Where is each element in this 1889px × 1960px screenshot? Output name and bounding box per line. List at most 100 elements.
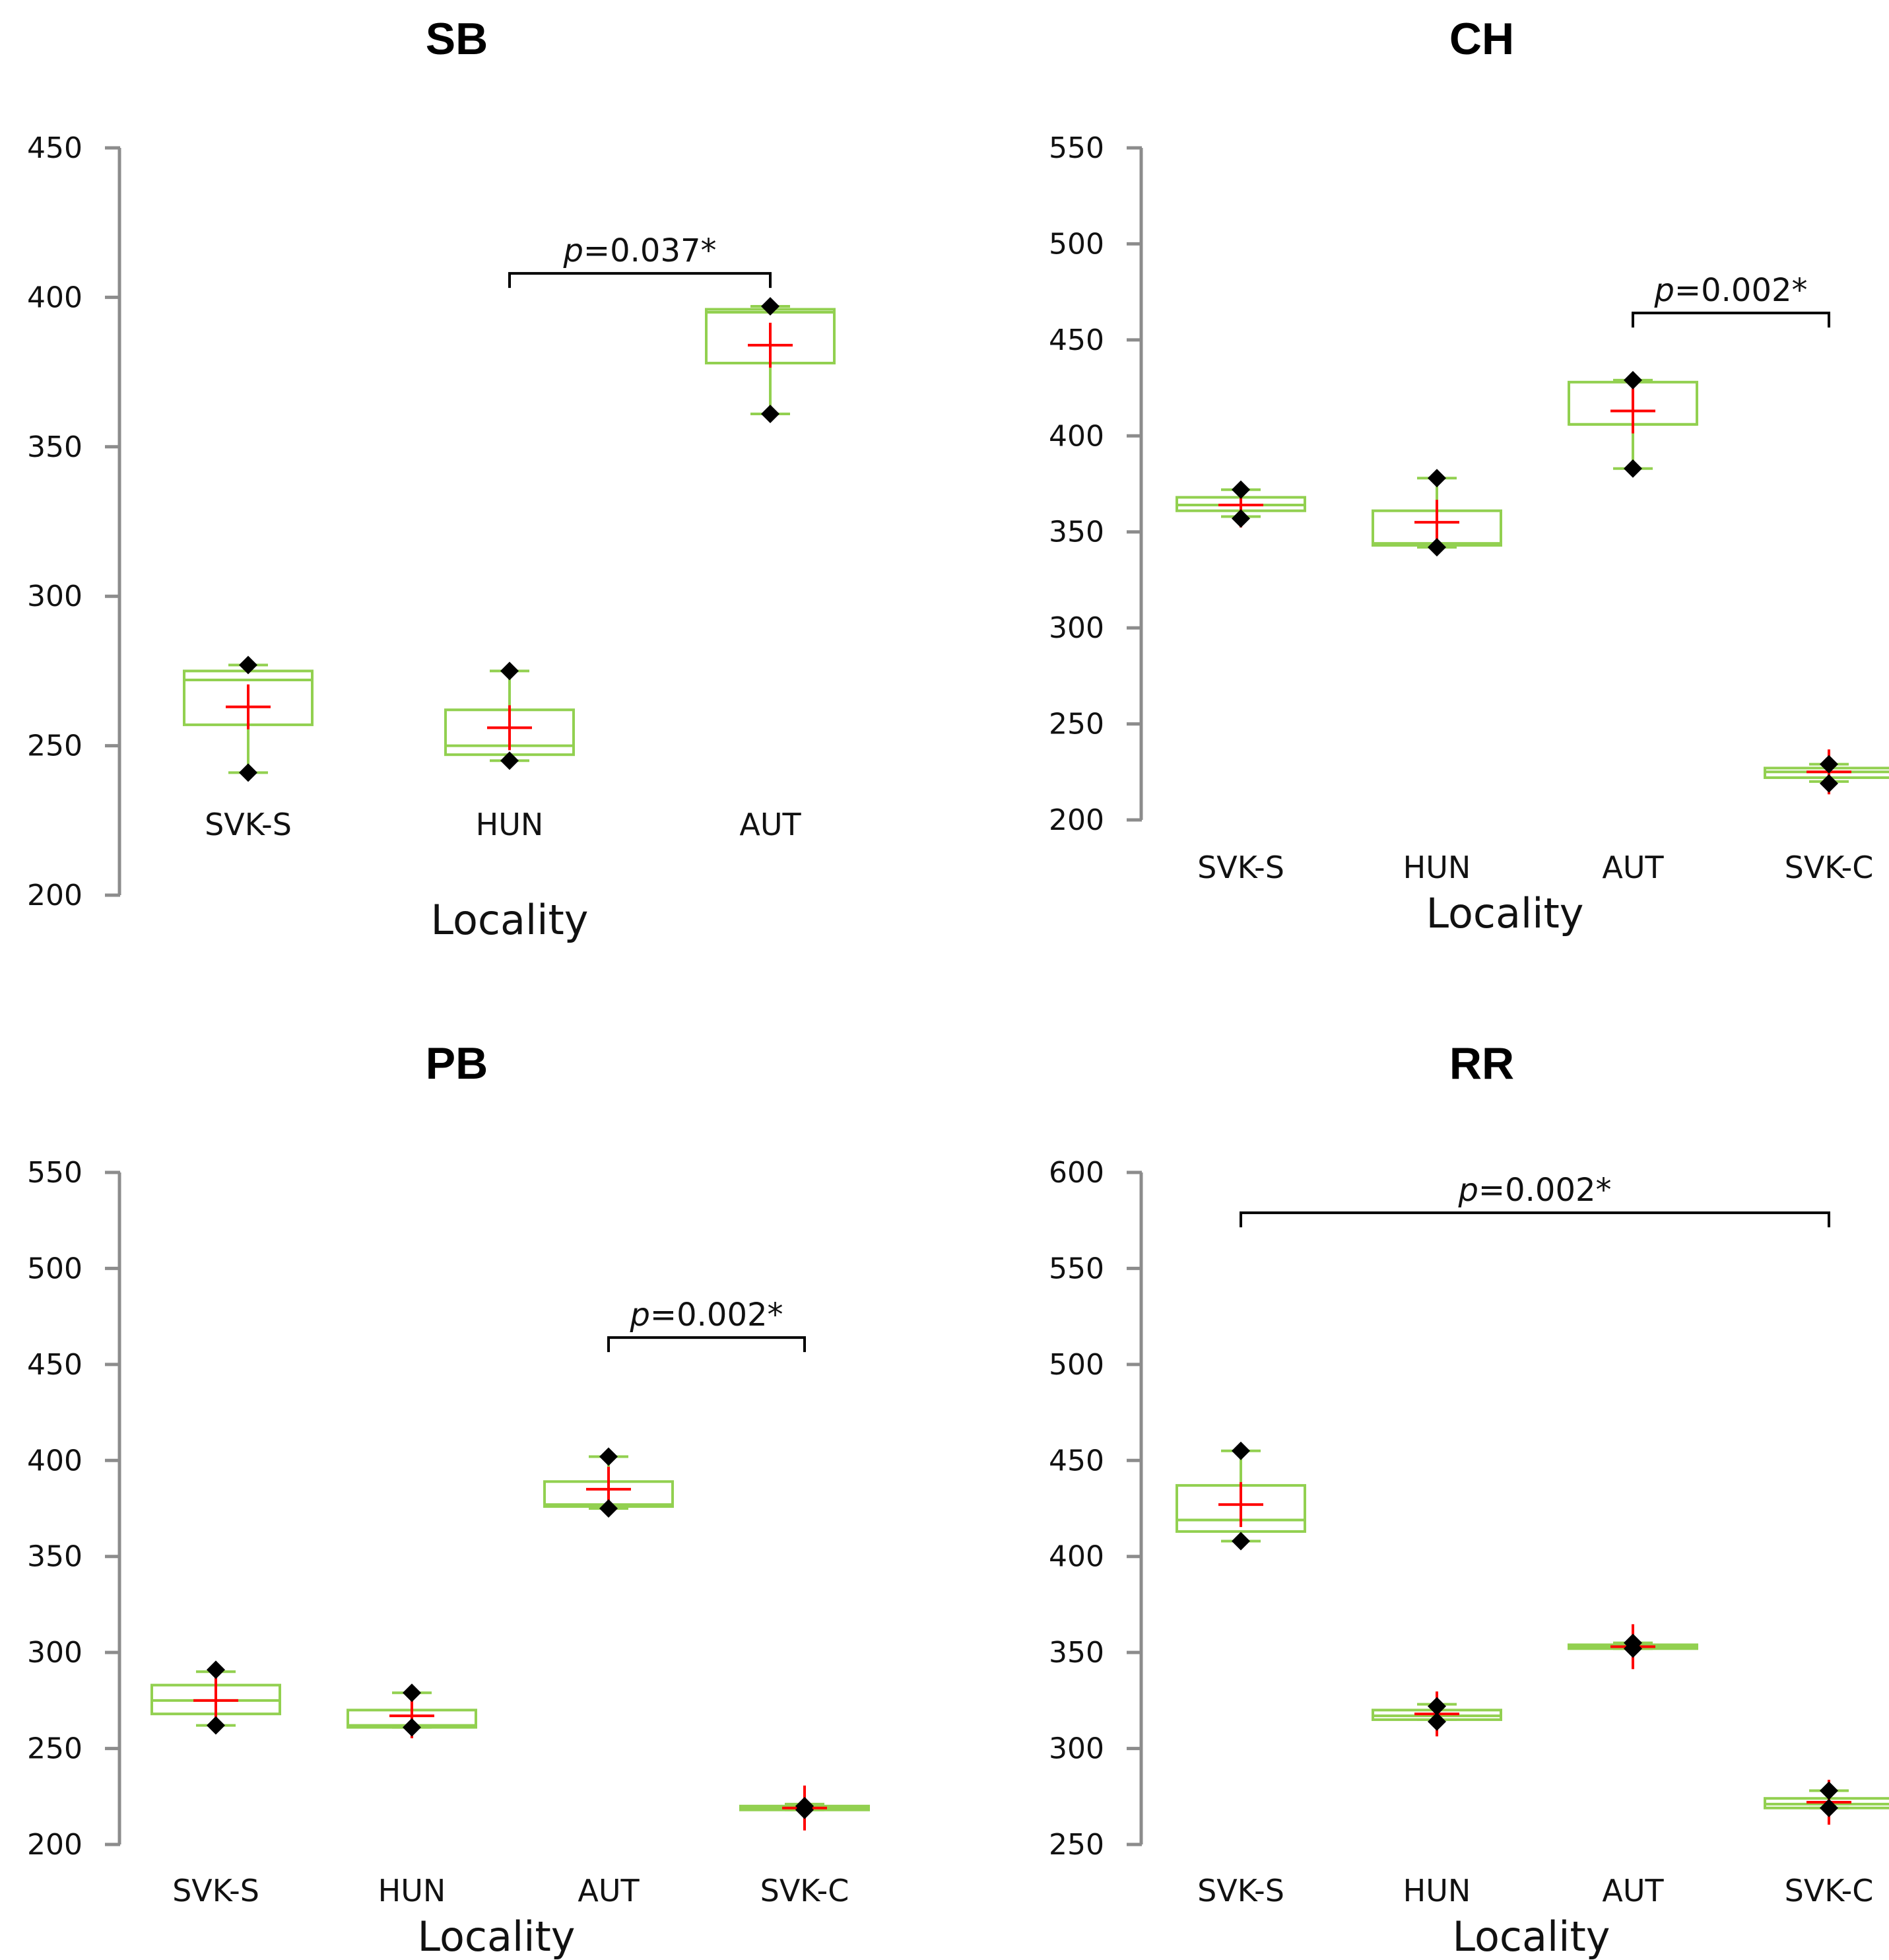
y-tick-label: 250 xyxy=(1049,708,1104,741)
box-svk-c xyxy=(1764,749,1889,795)
bracket-line xyxy=(607,1336,806,1353)
category-label-svk-c: SVK-C xyxy=(760,1873,849,1909)
p-symbol: p xyxy=(1653,272,1674,309)
category-label-hun: HUN xyxy=(1403,1873,1471,1909)
box-aut xyxy=(543,1447,674,1518)
box-aut xyxy=(705,296,836,423)
y-tick-label: 300 xyxy=(1049,1732,1104,1766)
x-axis-label: Locality xyxy=(418,1912,576,1960)
y-tick-label: 300 xyxy=(1049,611,1104,645)
category-label-svk-s: SVK-S xyxy=(1197,1873,1284,1909)
y-tick-label: 200 xyxy=(1049,803,1104,837)
x-axis-label: Locality xyxy=(431,896,589,944)
significance-bracket: p=0.002* xyxy=(1632,272,1830,328)
extreme-point xyxy=(500,661,519,681)
extreme-point xyxy=(1232,509,1250,528)
extreme-point xyxy=(500,751,519,770)
chart-ch: CH 200 250 300 350 400 450 500 550 SVK-S HUN AUT SVK… xyxy=(1049,14,1889,937)
category-label-svk-c: SVK-C xyxy=(1785,850,1874,885)
y-tick-label: 250 xyxy=(27,729,83,763)
y-tick-label: 400 xyxy=(27,281,83,314)
box-hun xyxy=(347,1683,477,1739)
chart-title: CH xyxy=(1449,14,1514,64)
extreme-point xyxy=(1820,774,1838,793)
extreme-point xyxy=(761,404,779,423)
y-tick-label: 350 xyxy=(1049,1636,1104,1670)
chart-sb: SB 200 250 300 350 400 450 SVK-S HUN AUT Locality p… xyxy=(27,14,836,944)
extreme-point xyxy=(1624,1639,1642,1658)
extreme-point xyxy=(795,1800,814,1819)
chart-rr: RR 250 300 350 400 450 500 550 600 SVK-S HUN AUT SVK… xyxy=(1049,1038,1889,1960)
y-tick-label: 200 xyxy=(27,1828,83,1862)
bracket-line xyxy=(1632,312,1830,328)
category-label-aut: AUT xyxy=(1602,850,1664,885)
p-value-text: =0.002* xyxy=(650,1297,783,1334)
significance-bracket: p=0.037* xyxy=(508,232,772,288)
y-tick-label: 300 xyxy=(27,1636,83,1670)
y-tick-label: 500 xyxy=(27,1252,83,1285)
category-label-svk-s: SVK-S xyxy=(1197,850,1284,885)
extreme-point xyxy=(599,1499,618,1518)
extreme-point xyxy=(1232,480,1250,499)
chart-title: PB xyxy=(426,1038,488,1089)
chart-title: RR xyxy=(1449,1038,1514,1089)
category-label-aut: AUT xyxy=(739,807,801,842)
y-tick-label: 450 xyxy=(27,131,83,165)
extreme-point xyxy=(1428,469,1446,488)
extreme-point xyxy=(207,1660,225,1679)
p-value-label: p=0.002* xyxy=(1653,272,1807,309)
p-symbol: p xyxy=(562,232,583,269)
box-svk-c xyxy=(1764,1780,1889,1825)
category-label-aut: AUT xyxy=(578,1873,640,1909)
extreme-point xyxy=(239,763,257,782)
y-tick-label: 550 xyxy=(1049,1252,1104,1285)
y-tick-label: 350 xyxy=(27,430,83,464)
p-value-text: =0.037* xyxy=(583,232,717,269)
extreme-point xyxy=(1820,755,1838,774)
y-tick-label: 400 xyxy=(1049,419,1104,453)
extreme-point xyxy=(1232,1532,1250,1551)
p-symbol: p xyxy=(629,1297,649,1334)
extreme-point xyxy=(403,1683,421,1703)
bracket-line xyxy=(1240,1211,1830,1228)
box-svk-s xyxy=(1176,480,1306,528)
extreme-point xyxy=(1820,1781,1838,1800)
y-tick-label: 400 xyxy=(1049,1540,1104,1574)
box-svk-s xyxy=(183,656,314,782)
y-tick-label: 450 xyxy=(1049,1444,1104,1477)
significance-bracket: p=0.002* xyxy=(607,1297,806,1353)
extreme-point xyxy=(207,1716,225,1735)
extreme-point xyxy=(1232,1441,1250,1460)
significance-bracket: p=0.002* xyxy=(1240,1172,1830,1228)
box-svk-s xyxy=(150,1660,281,1735)
category-label-aut: AUT xyxy=(1602,1873,1664,1909)
box-aut xyxy=(1568,370,1698,478)
extreme-point xyxy=(599,1447,618,1466)
extreme-point xyxy=(1624,370,1642,389)
y-tick-label: 450 xyxy=(27,1348,83,1382)
chart-title: SB xyxy=(426,14,488,64)
category-label-svk-c: SVK-C xyxy=(1785,1873,1874,1909)
y-tick-label: 500 xyxy=(1049,1348,1104,1382)
x-axis-label: Locality xyxy=(1426,889,1584,937)
y-tick-label: 250 xyxy=(27,1732,83,1766)
extreme-point xyxy=(1624,459,1642,478)
category-label-hun: HUN xyxy=(1403,850,1471,885)
p-value-text: =0.002* xyxy=(1478,1172,1612,1209)
category-label-hun: HUN xyxy=(378,1873,446,1909)
y-tick-label: 250 xyxy=(1049,1828,1104,1862)
p-value-label: p=0.002* xyxy=(1457,1172,1611,1209)
box-svk-c xyxy=(739,1785,870,1831)
box-svk-s xyxy=(1176,1441,1306,1551)
p-value-text: =0.002* xyxy=(1674,272,1808,309)
box-aut xyxy=(1568,1624,1698,1670)
y-tick-label: 350 xyxy=(27,1540,83,1574)
extreme-point xyxy=(1428,1712,1446,1731)
extreme-point xyxy=(403,1718,421,1737)
y-tick-label: 300 xyxy=(27,580,83,613)
y-tick-label: 600 xyxy=(1049,1156,1104,1190)
y-tick-label: 350 xyxy=(1049,516,1104,549)
box-hun xyxy=(1372,1691,1502,1737)
category-label-svk-s: SVK-S xyxy=(205,807,292,842)
